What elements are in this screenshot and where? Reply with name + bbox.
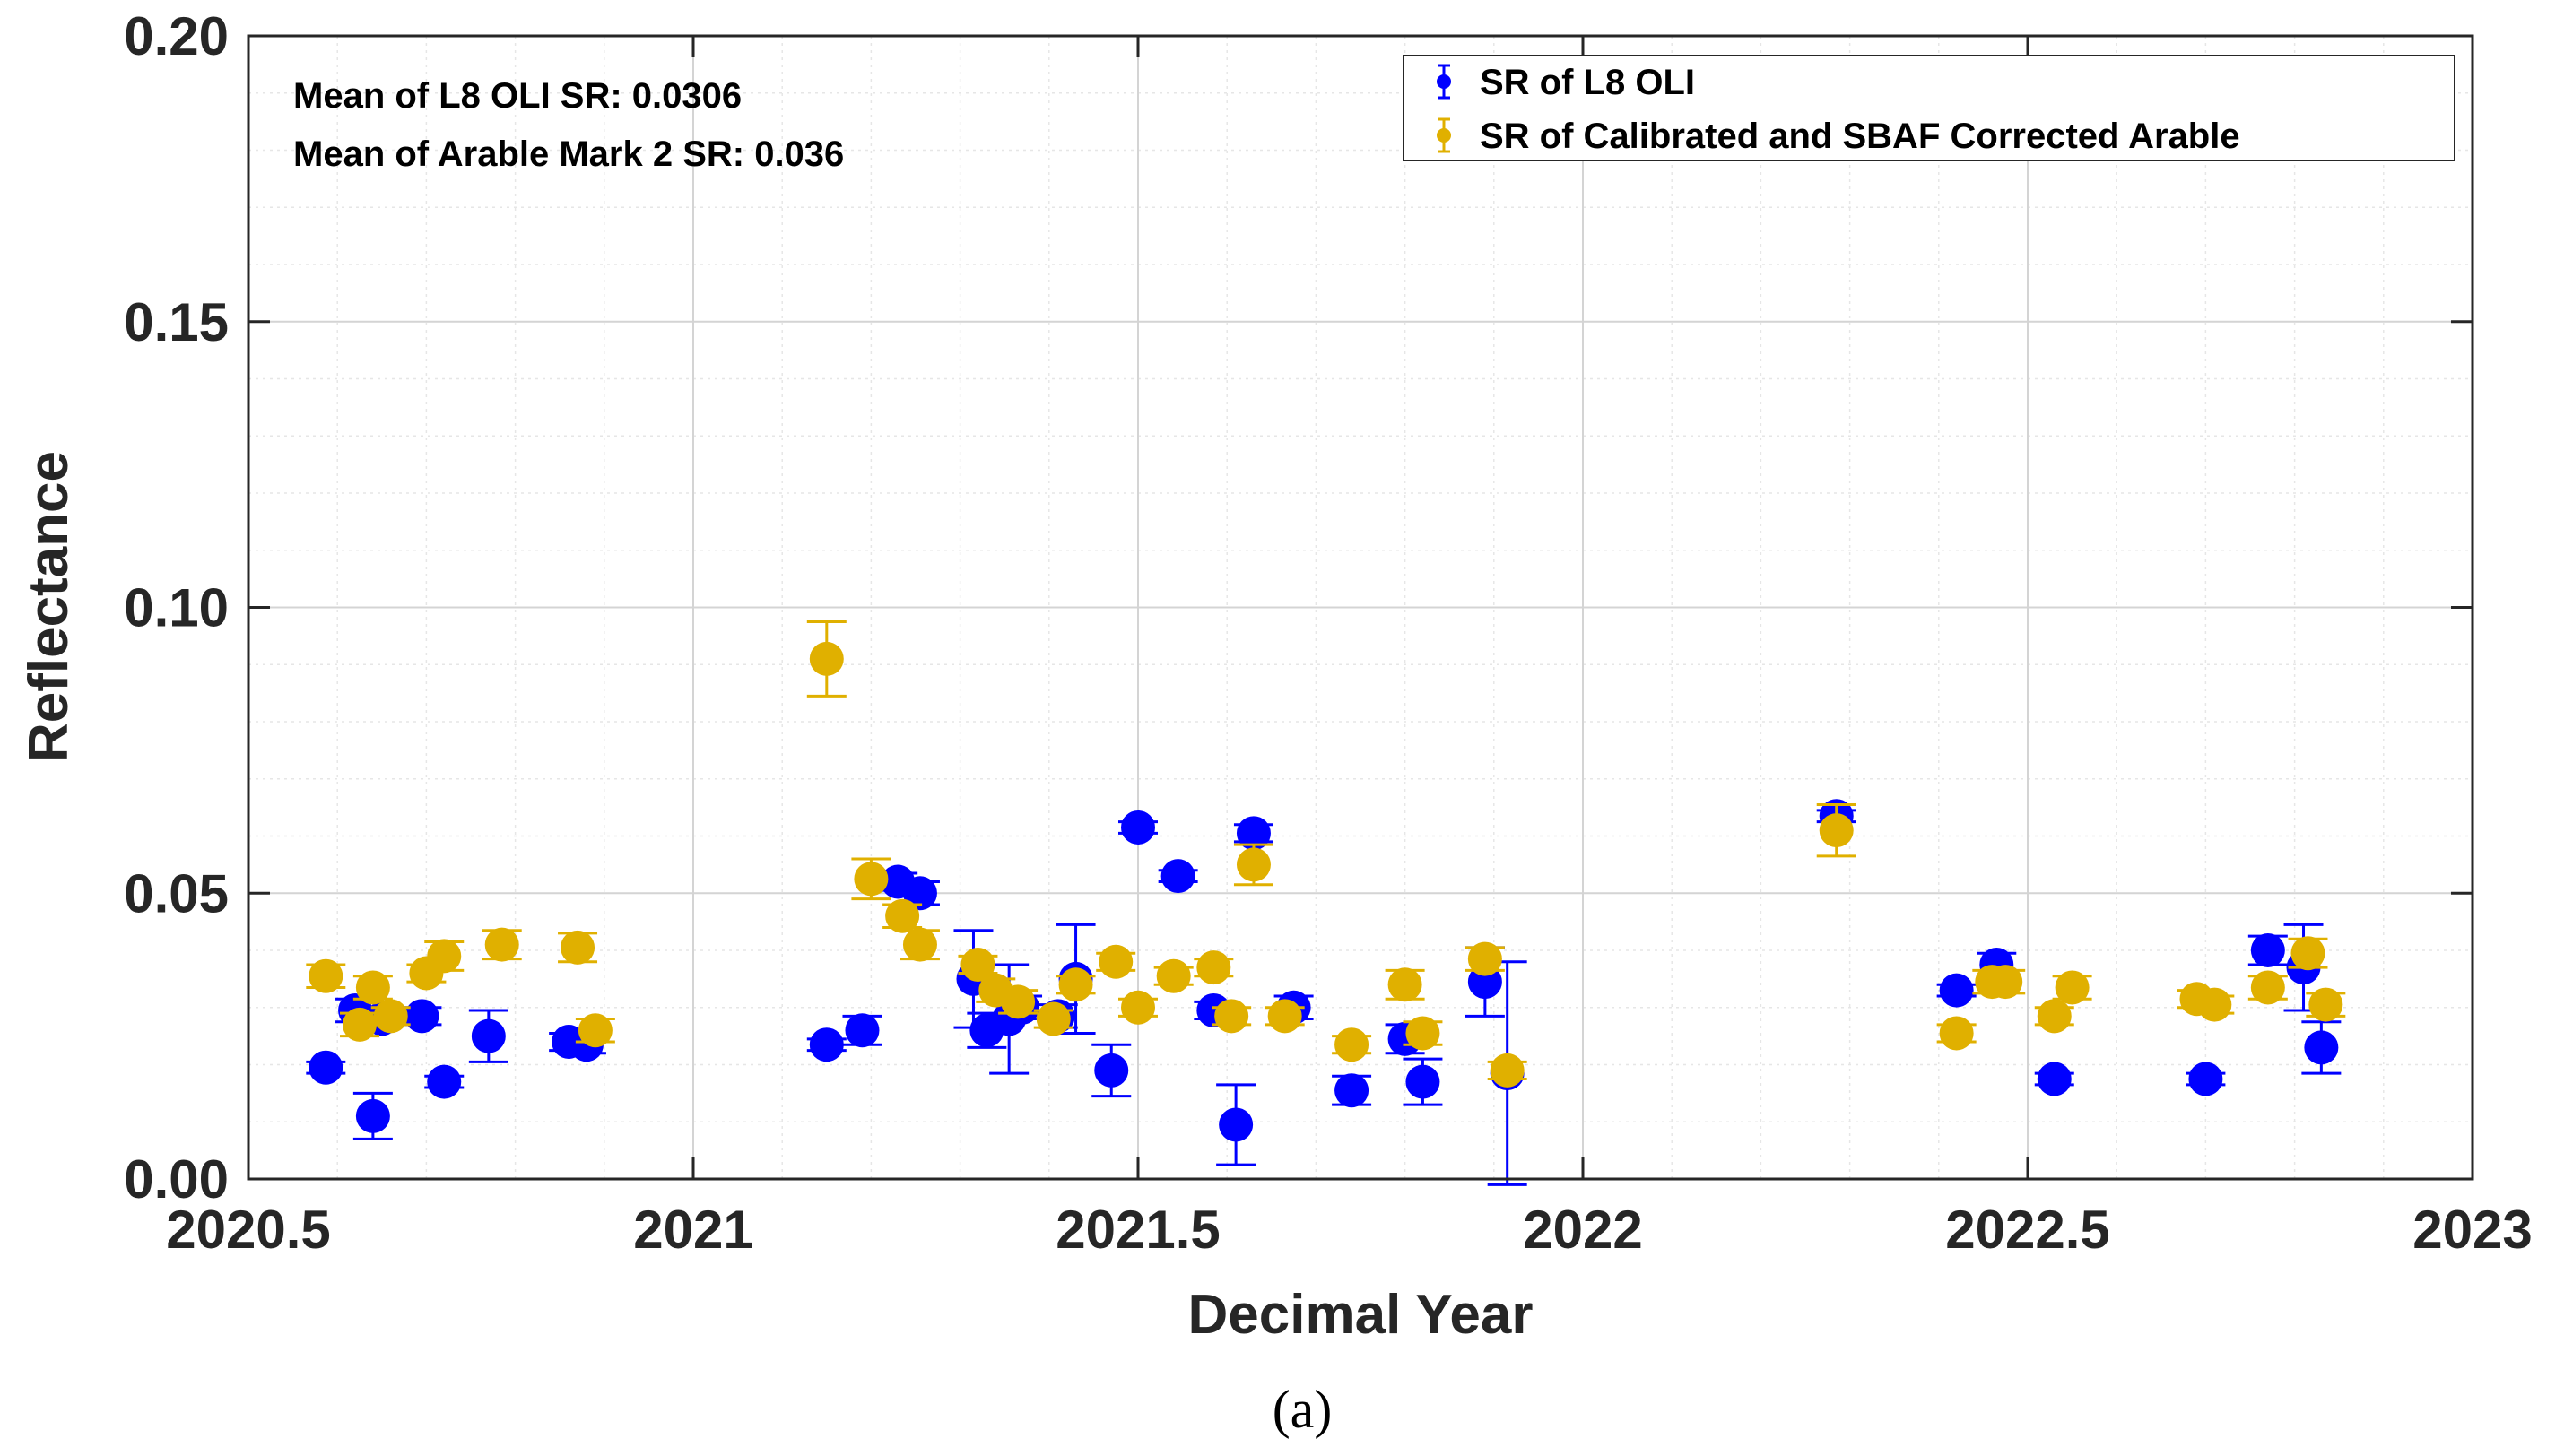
legend-label-arable: SR of Calibrated and SBAF Corrected Arab…	[1480, 117, 2240, 156]
data-point	[355, 1098, 390, 1133]
x-tick-label: 2020.5	[166, 1200, 331, 1260]
data-point	[809, 641, 844, 676]
data-point	[1236, 816, 1271, 851]
data-point	[355, 970, 390, 1005]
y-tick-label: 0.05	[124, 863, 229, 923]
annotation-mean-l8: Mean of L8 OLI SR: 0.0306	[293, 76, 742, 116]
legend: SR of L8 OLI SR of Calibrated and SBAF C…	[1403, 55, 2455, 161]
y-tick-label: 0.00	[124, 1149, 229, 1209]
data-point	[309, 958, 343, 993]
data-point	[1387, 967, 1422, 1002]
series-arable	[306, 620, 2346, 1088]
data-point	[1094, 1053, 1129, 1088]
data-point	[309, 1050, 343, 1085]
data-point	[2055, 970, 2090, 1005]
x-tick-label: 2022.5	[1945, 1200, 2110, 1260]
data-point	[2308, 987, 2343, 1022]
annotation-mean-arable: Mean of Arable Mark 2 SR: 0.036	[293, 134, 844, 174]
y-tick-label: 0.15	[124, 292, 229, 352]
data-point	[373, 999, 408, 1034]
data-point	[2037, 1062, 2072, 1096]
data-point	[1334, 1027, 1369, 1062]
data-point	[1121, 990, 1155, 1025]
x-tick-label: 2021	[633, 1200, 752, 1260]
data-point	[1334, 1073, 1369, 1108]
data-point	[1214, 999, 1249, 1034]
data-point	[902, 927, 937, 962]
data-point	[1939, 973, 1974, 1008]
data-point	[885, 898, 920, 933]
data-point	[561, 930, 595, 965]
data-point	[343, 1007, 377, 1042]
legend-marker-l8	[1437, 64, 1451, 100]
data-point	[845, 1013, 880, 1048]
legend-marker-arable	[1437, 117, 1451, 153]
data-point	[1267, 999, 1302, 1034]
data-point	[471, 1018, 506, 1053]
x-tick-labels: 2020.5 2021 2021.5 2022 2022.5 2023	[166, 1200, 2533, 1260]
x-tick-label: 2023	[2412, 1200, 2532, 1260]
data-point	[1219, 1107, 1254, 1142]
data-point	[1236, 847, 1271, 882]
data-point	[1160, 859, 1195, 894]
data-point	[960, 947, 995, 982]
data-point	[1156, 958, 1191, 993]
data-point	[1058, 967, 1093, 1002]
data-point	[1490, 1053, 1525, 1088]
legend-box	[1403, 55, 2455, 161]
data-point	[1196, 950, 1231, 985]
data-point	[484, 927, 519, 962]
data-point	[1036, 1001, 1071, 1036]
data-point	[2250, 970, 2285, 1005]
y-tick-label: 0.10	[124, 578, 229, 638]
data-point	[1099, 944, 1134, 979]
data-point	[1939, 1016, 1974, 1051]
x-axis-label: Decimal Year	[1188, 1284, 1534, 1346]
legend-label-l8: SR of L8 OLI	[1480, 63, 1695, 102]
data-point	[1001, 984, 1036, 1019]
y-axis-label: Reflectance	[18, 451, 80, 763]
data-point	[2037, 999, 2072, 1034]
data-point	[1988, 965, 2023, 1000]
x-tick-label: 2021.5	[1056, 1200, 1221, 1260]
data-point	[1405, 1016, 1440, 1051]
data-point	[427, 1064, 462, 1099]
data-point	[1819, 813, 1854, 848]
y-tick-label: 0.20	[124, 6, 229, 66]
data-point	[578, 1013, 613, 1048]
x-tick-label: 2022	[1523, 1200, 1642, 1260]
plot-frame	[247, 34, 2474, 1181]
data-point	[1467, 941, 1502, 976]
y-tick-labels: 0.00 0.05 0.10 0.15 0.20	[124, 6, 229, 1209]
data-point	[902, 876, 937, 911]
data-point	[404, 999, 439, 1034]
data-point	[2197, 987, 2232, 1022]
data-point	[809, 1027, 844, 1062]
data-point	[2188, 1062, 2223, 1096]
data-point	[2304, 1030, 2339, 1065]
data-point	[427, 939, 462, 974]
data-point	[2250, 933, 2285, 967]
data-point	[1405, 1064, 1440, 1099]
data-point	[2290, 936, 2325, 971]
data-point	[1121, 810, 1155, 845]
data-point	[854, 862, 889, 897]
data-series	[306, 620, 2346, 1186]
figure-caption: (a)	[1273, 1380, 1333, 1439]
